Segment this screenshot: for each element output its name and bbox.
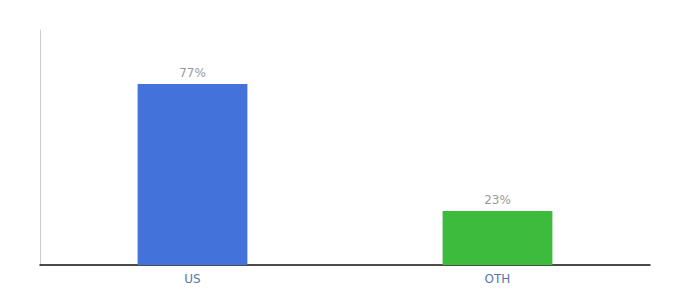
svg-text:77%: 77%	[179, 66, 206, 80]
svg-text:OTH: OTH	[485, 272, 511, 286]
svg-text:23%: 23%	[484, 193, 511, 207]
svg-text:US: US	[184, 272, 200, 286]
